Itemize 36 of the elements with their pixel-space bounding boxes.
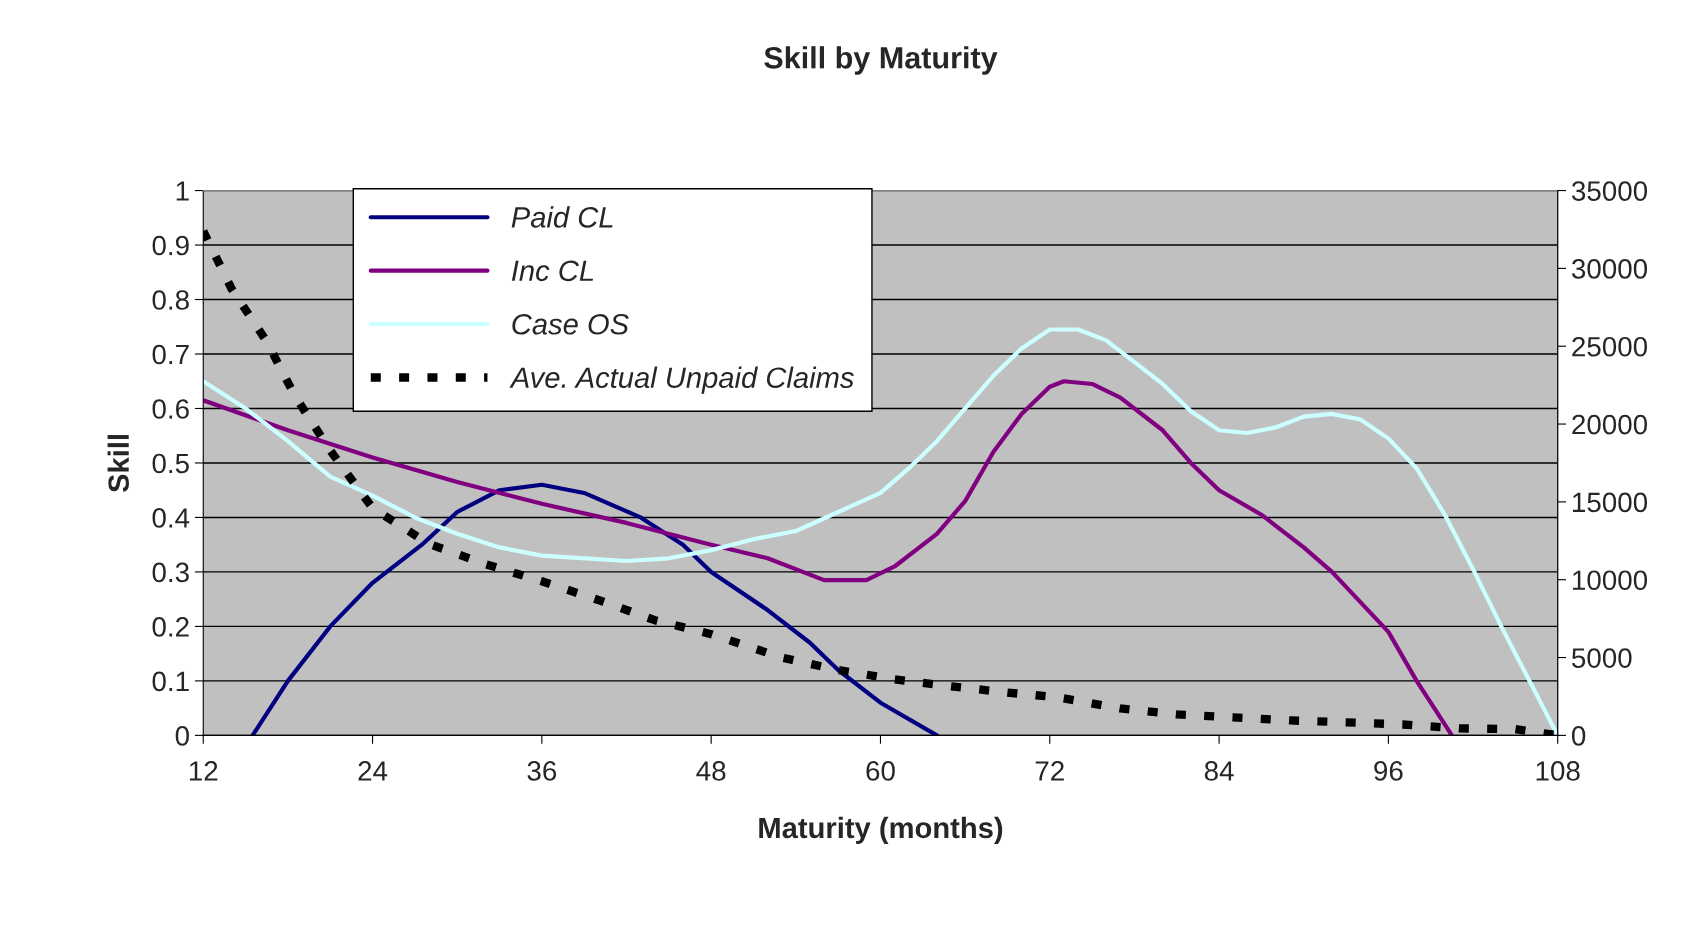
y2-tick-label: 30000 [1571, 259, 1648, 279]
y-tick-label: 0.5 [152, 453, 189, 474]
y2-tick-label: 10000 [1573, 570, 1648, 591]
y2-tick-label: 35000 [1571, 181, 1648, 201]
y-tick-label: 0.3 [152, 562, 189, 583]
y-tick-label: 0.8 [152, 290, 189, 310]
legend-label: Ave. Actual Unpaid Claims [509, 366, 854, 394]
y2-tick-label: 25000 [1572, 336, 1648, 357]
y-tick-label: 0.7 [152, 344, 189, 365]
y-tick-label: 0.1 [152, 671, 189, 692]
x-tick-label: 108 [1536, 761, 1580, 781]
legend-label: Inc CL [511, 260, 594, 282]
y2-tick-label: 0 [1571, 726, 1586, 746]
x-tick-label: 12 [189, 761, 218, 781]
y-tick-label: 0 [175, 726, 189, 746]
x-tick-label: 48 [696, 761, 726, 781]
y-tick-label: 0.6 [152, 399, 189, 419]
line-series [250, 482, 939, 736]
legend-label: Paid CL [511, 206, 613, 228]
x-tick-label: 60 [866, 761, 895, 781]
y-tick-label: 0.4 [152, 508, 190, 528]
x-tick-label: 36 [527, 761, 557, 781]
y-tick-label: 0.9 [152, 235, 189, 256]
y2-tick-label: 15000 [1573, 492, 1648, 513]
y-axis-title: Skill [107, 435, 130, 493]
y2-tick-label: 5000 [1572, 648, 1632, 668]
x-tick-label: 72 [1035, 761, 1064, 781]
x-tick-label: 24 [358, 761, 388, 781]
y2-tick-label: 20000 [1572, 414, 1648, 435]
y-tick-label: 0.2 [152, 617, 189, 637]
legend-label: Case OS [512, 313, 629, 335]
x-axis-title: Maturity (months) [759, 816, 1003, 845]
chart-title: Skill by Maturity [764, 46, 998, 75]
x-tick-label: 84 [1204, 761, 1234, 781]
x-tick-label: 96 [1374, 761, 1403, 781]
y-tick-label: 1 [176, 181, 189, 201]
